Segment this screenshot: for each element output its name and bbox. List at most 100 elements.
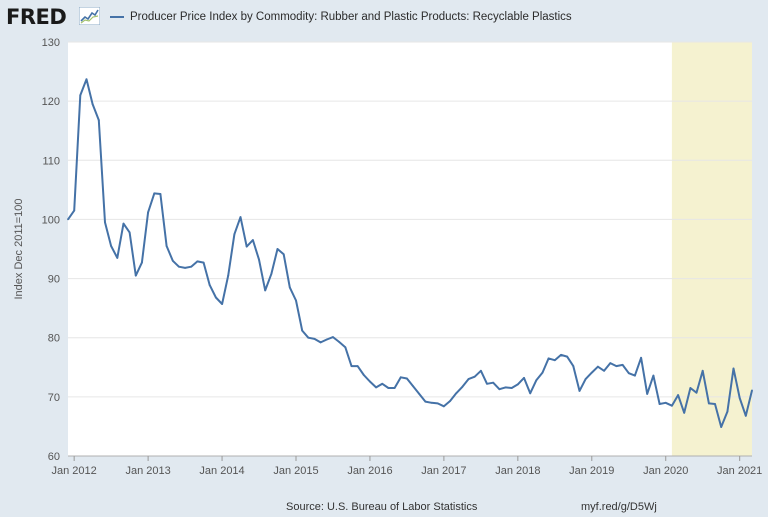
data-point[interactable] xyxy=(726,410,729,413)
data-point[interactable] xyxy=(424,400,427,403)
series-line[interactable] xyxy=(67,78,753,428)
data-point[interactable] xyxy=(134,274,137,277)
data-point[interactable] xyxy=(714,403,716,405)
data-point[interactable] xyxy=(362,374,365,376)
data-point[interactable] xyxy=(141,261,143,264)
data-point[interactable] xyxy=(85,78,88,81)
data-point[interactable] xyxy=(406,377,408,380)
data-point[interactable] xyxy=(319,341,322,344)
data-point[interactable] xyxy=(449,400,451,402)
data-point[interactable] xyxy=(178,265,180,268)
data-point[interactable] xyxy=(744,414,747,417)
data-point[interactable] xyxy=(91,103,94,105)
data-point[interactable] xyxy=(418,393,421,395)
data-point[interactable] xyxy=(461,385,464,388)
data-point[interactable] xyxy=(658,403,661,405)
data-point[interactable] xyxy=(165,245,168,247)
data-point[interactable] xyxy=(646,393,649,395)
data-point[interactable] xyxy=(110,245,112,247)
data-point[interactable] xyxy=(128,231,131,234)
data-point[interactable] xyxy=(541,371,544,374)
data-point[interactable] xyxy=(590,371,593,374)
data-point[interactable] xyxy=(578,390,581,392)
fred-logo[interactable]: FRED xyxy=(6,5,67,29)
data-point[interactable] xyxy=(480,369,482,372)
data-point[interactable] xyxy=(572,365,575,367)
data-point[interactable] xyxy=(190,265,193,268)
data-point[interactable] xyxy=(738,397,741,399)
data-point[interactable] xyxy=(215,296,217,299)
data-point[interactable] xyxy=(720,426,723,428)
data-point[interactable] xyxy=(677,394,679,396)
data-point[interactable] xyxy=(627,372,630,375)
data-point[interactable] xyxy=(615,365,618,367)
data-point[interactable] xyxy=(683,411,686,414)
data-point[interactable] xyxy=(597,365,599,368)
data-point[interactable] xyxy=(664,401,667,404)
data-point[interactable] xyxy=(529,392,532,395)
data-point[interactable] xyxy=(344,346,347,349)
data-point[interactable] xyxy=(609,362,612,364)
data-point[interactable] xyxy=(430,401,433,404)
data-point[interactable] xyxy=(356,365,359,367)
data-point[interactable] xyxy=(695,391,698,394)
data-point[interactable] xyxy=(288,286,291,289)
data-point[interactable] xyxy=(252,239,254,242)
data-point[interactable] xyxy=(264,289,267,292)
data-point[interactable] xyxy=(473,375,476,378)
data-point[interactable] xyxy=(498,388,501,391)
data-point[interactable] xyxy=(184,267,187,269)
data-point[interactable] xyxy=(332,336,334,338)
data-point[interactable] xyxy=(196,260,199,263)
data-point[interactable] xyxy=(338,341,340,343)
data-point[interactable] xyxy=(239,216,242,219)
data-point[interactable] xyxy=(258,258,260,261)
data-point[interactable] xyxy=(708,402,710,405)
data-point[interactable] xyxy=(535,379,538,382)
data-point[interactable] xyxy=(375,386,377,389)
data-point[interactable] xyxy=(671,404,673,407)
data-point[interactable] xyxy=(233,233,236,236)
data-point[interactable] xyxy=(553,359,556,362)
data-point[interactable] xyxy=(547,357,550,360)
data-point[interactable] xyxy=(381,382,384,385)
data-point[interactable] xyxy=(159,193,162,195)
data-point[interactable] xyxy=(147,211,150,214)
data-point[interactable] xyxy=(455,392,458,395)
data-point[interactable] xyxy=(621,364,624,366)
data-point[interactable] xyxy=(603,369,605,372)
data-point[interactable] xyxy=(227,274,230,277)
data-point[interactable] xyxy=(270,272,273,275)
data-point[interactable] xyxy=(486,382,488,385)
data-point[interactable] xyxy=(276,248,279,250)
data-point[interactable] xyxy=(104,221,106,224)
data-point[interactable] xyxy=(467,378,470,380)
data-point[interactable] xyxy=(350,365,353,367)
data-point[interactable] xyxy=(73,209,76,212)
data-point[interactable] xyxy=(751,389,753,392)
data-point[interactable] xyxy=(443,405,445,408)
data-point[interactable] xyxy=(560,354,562,356)
data-point[interactable] xyxy=(399,376,402,379)
data-point[interactable] xyxy=(325,338,328,341)
data-point[interactable] xyxy=(116,257,119,259)
data-point[interactable] xyxy=(313,338,316,340)
data-point[interactable] xyxy=(412,385,414,388)
data-point[interactable] xyxy=(393,387,396,389)
data-point[interactable] xyxy=(202,261,205,264)
data-point[interactable] xyxy=(634,374,636,377)
data-point[interactable] xyxy=(640,356,642,359)
data-point[interactable] xyxy=(171,259,174,262)
data-point[interactable] xyxy=(122,222,125,225)
data-point[interactable] xyxy=(732,367,735,370)
data-point[interactable] xyxy=(208,284,211,286)
data-point[interactable] xyxy=(301,329,304,332)
data-point[interactable] xyxy=(566,355,568,358)
data-point[interactable] xyxy=(492,381,495,384)
data-point[interactable] xyxy=(504,386,507,389)
data-point[interactable] xyxy=(584,378,587,380)
data-point[interactable] xyxy=(67,218,69,221)
data-point[interactable] xyxy=(523,377,525,379)
data-point[interactable] xyxy=(516,383,519,386)
short-url-link[interactable]: myf.red/g/D5Wj xyxy=(581,501,657,513)
